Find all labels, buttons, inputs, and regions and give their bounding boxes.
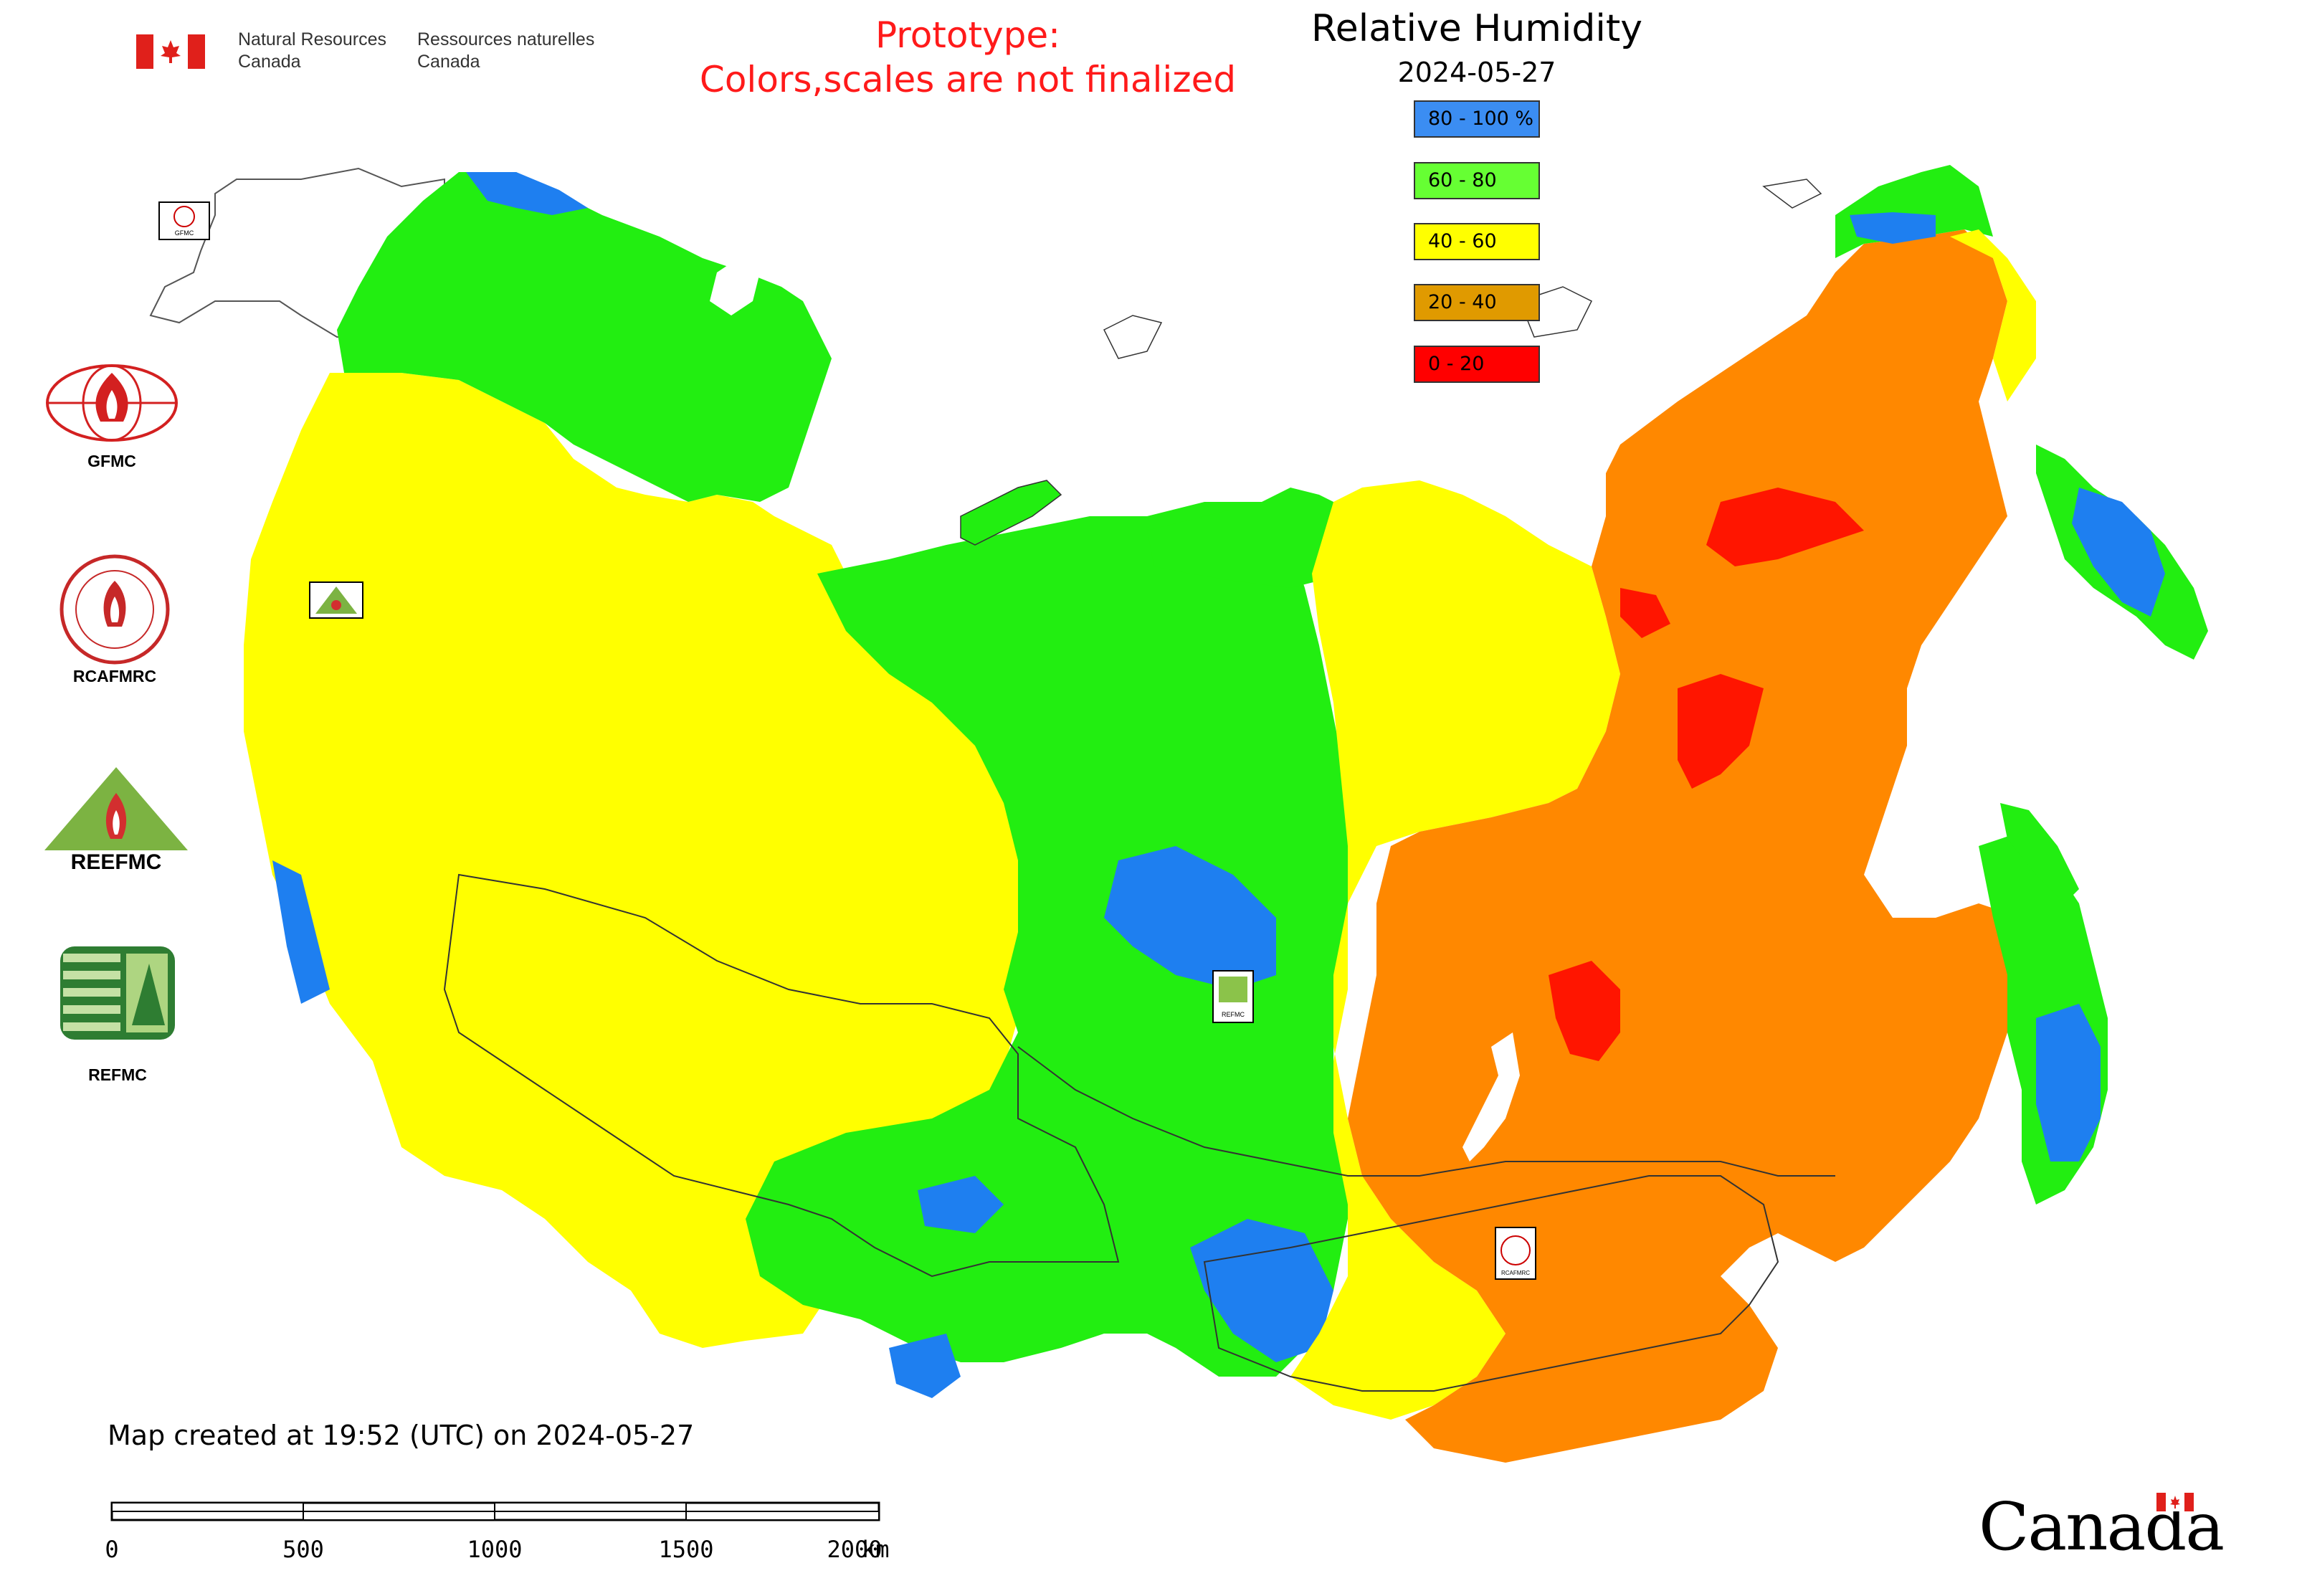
region-very-dry-4 bbox=[1549, 961, 1620, 1061]
wrangel-island bbox=[1762, 179, 1822, 209]
scale-label-0: 0 bbox=[105, 1536, 119, 1563]
nrcan-english-name: Natural Resources Canada bbox=[238, 29, 387, 72]
scale-label-1500: 1500 bbox=[658, 1536, 714, 1563]
reefmc-logo[interactable]: REEFMC bbox=[37, 767, 195, 875]
region-humid-kamchatka bbox=[2072, 488, 2165, 617]
region-moderate-chukotka-rim bbox=[1950, 229, 2036, 402]
map-creation-timestamp: Map created at 19:52 (UTC) on 2024-05-27 bbox=[108, 1420, 695, 1451]
rcafmrc-map-marker[interactable]: RCAFMRC bbox=[1495, 1227, 1536, 1280]
scale-label-2000: 2000 bbox=[827, 1536, 883, 1563]
svg-text:RCAFMRC: RCAFMRC bbox=[1501, 1270, 1530, 1276]
region-moderate-east bbox=[1290, 480, 1620, 1420]
lake-onega bbox=[710, 258, 760, 315]
border-mongolia bbox=[1203, 1175, 1779, 1392]
scale-unit: km bbox=[862, 1536, 890, 1563]
refmc-sigma-icon bbox=[60, 946, 175, 1040]
legend-class-dry: 20 - 40 bbox=[1414, 284, 1540, 321]
reefmc-wordmark: REEFMC bbox=[71, 850, 162, 874]
lake-baikal bbox=[1462, 1032, 1520, 1162]
severnaya-zemlya bbox=[1103, 315, 1163, 359]
region-very-dry-3 bbox=[1620, 588, 1670, 638]
region-humid-central-3 bbox=[918, 1176, 1004, 1233]
canada-flag-icon bbox=[2156, 1493, 2194, 1511]
scandinavia-outline bbox=[149, 167, 445, 338]
region-very-dry-2 bbox=[1678, 674, 1764, 789]
region-humid-central-1 bbox=[1104, 846, 1276, 989]
scale-label-1000: 1000 bbox=[467, 1536, 523, 1563]
region-dry-east bbox=[1348, 229, 2022, 1463]
region-very-dry-1 bbox=[1706, 488, 1864, 566]
gfmc-map-marker[interactable]: GFMC bbox=[158, 201, 210, 240]
refmc-map-marker[interactable]: REFMC bbox=[1212, 970, 1254, 1023]
legend-class-moderate: 40 - 60 bbox=[1414, 223, 1540, 260]
canada-flag-icon bbox=[136, 34, 205, 69]
border-kazakhstan bbox=[443, 873, 1120, 1278]
legend-class-humid: 80 - 100 % bbox=[1414, 100, 1540, 138]
svg-text:GFMC: GFMC bbox=[175, 229, 194, 237]
region-humid-central-4 bbox=[889, 1334, 961, 1398]
region-moist-taymyr bbox=[1147, 488, 1362, 588]
novaya-zemlya bbox=[960, 480, 1062, 546]
scale-bar: 0 500 1000 1500 2000 km bbox=[105, 1498, 890, 1577]
scale-bar-graphic bbox=[110, 1501, 880, 1521]
gfmc-logo[interactable]: GFMC bbox=[40, 358, 184, 470]
gfmc-label: GFMC bbox=[87, 452, 136, 470]
reefmc-map-marker[interactable] bbox=[309, 581, 363, 619]
scale-label-500: 500 bbox=[282, 1536, 324, 1563]
region-humid-chukotka bbox=[1850, 212, 1936, 244]
nrcan-signature: Natural Resources Canada Ressources natu… bbox=[136, 29, 609, 79]
nrcan-french-name: Ressources naturelles Canada bbox=[417, 29, 595, 72]
region-moist-central bbox=[746, 502, 1348, 1377]
region-humid-caucasus bbox=[272, 860, 330, 1004]
region-moist-northwest bbox=[337, 172, 832, 502]
refmc-logo[interactable]: REFMC bbox=[60, 946, 175, 1090]
border-russia-south bbox=[1017, 1046, 1835, 1177]
region-humid-central-2 bbox=[1190, 1219, 1333, 1362]
legend-class-very-dry: 0 - 20 bbox=[1414, 346, 1540, 383]
legend-date: 2024-05-27 bbox=[1397, 57, 1556, 88]
svg-text:REFMC: REFMC bbox=[1222, 1011, 1245, 1018]
rcafmrc-seal-icon bbox=[60, 554, 170, 665]
gfmc-flame-globe-icon bbox=[46, 364, 178, 442]
reefmc-triangle-icon: REEFMC bbox=[37, 767, 195, 874]
region-moist-sakhalin bbox=[2000, 803, 2079, 903]
region-humid-kola bbox=[466, 172, 588, 215]
canada-wordmark: Canada bbox=[1979, 1484, 2225, 1563]
rcafmrc-logo[interactable]: RCAFMRC bbox=[57, 552, 172, 685]
refmc-label: REFMC bbox=[88, 1065, 147, 1084]
rcafmrc-label: RCAFMRC bbox=[72, 667, 157, 685]
prototype-notice: Prototype: Colors,scales are not finaliz… bbox=[699, 14, 1237, 100]
new-siberian-islands bbox=[1519, 286, 1593, 338]
region-humid-far-east bbox=[2036, 1004, 2101, 1162]
legend-title: Relative Humidity bbox=[1311, 7, 1642, 50]
legend-class-moist: 60 - 80 bbox=[1414, 162, 1540, 199]
